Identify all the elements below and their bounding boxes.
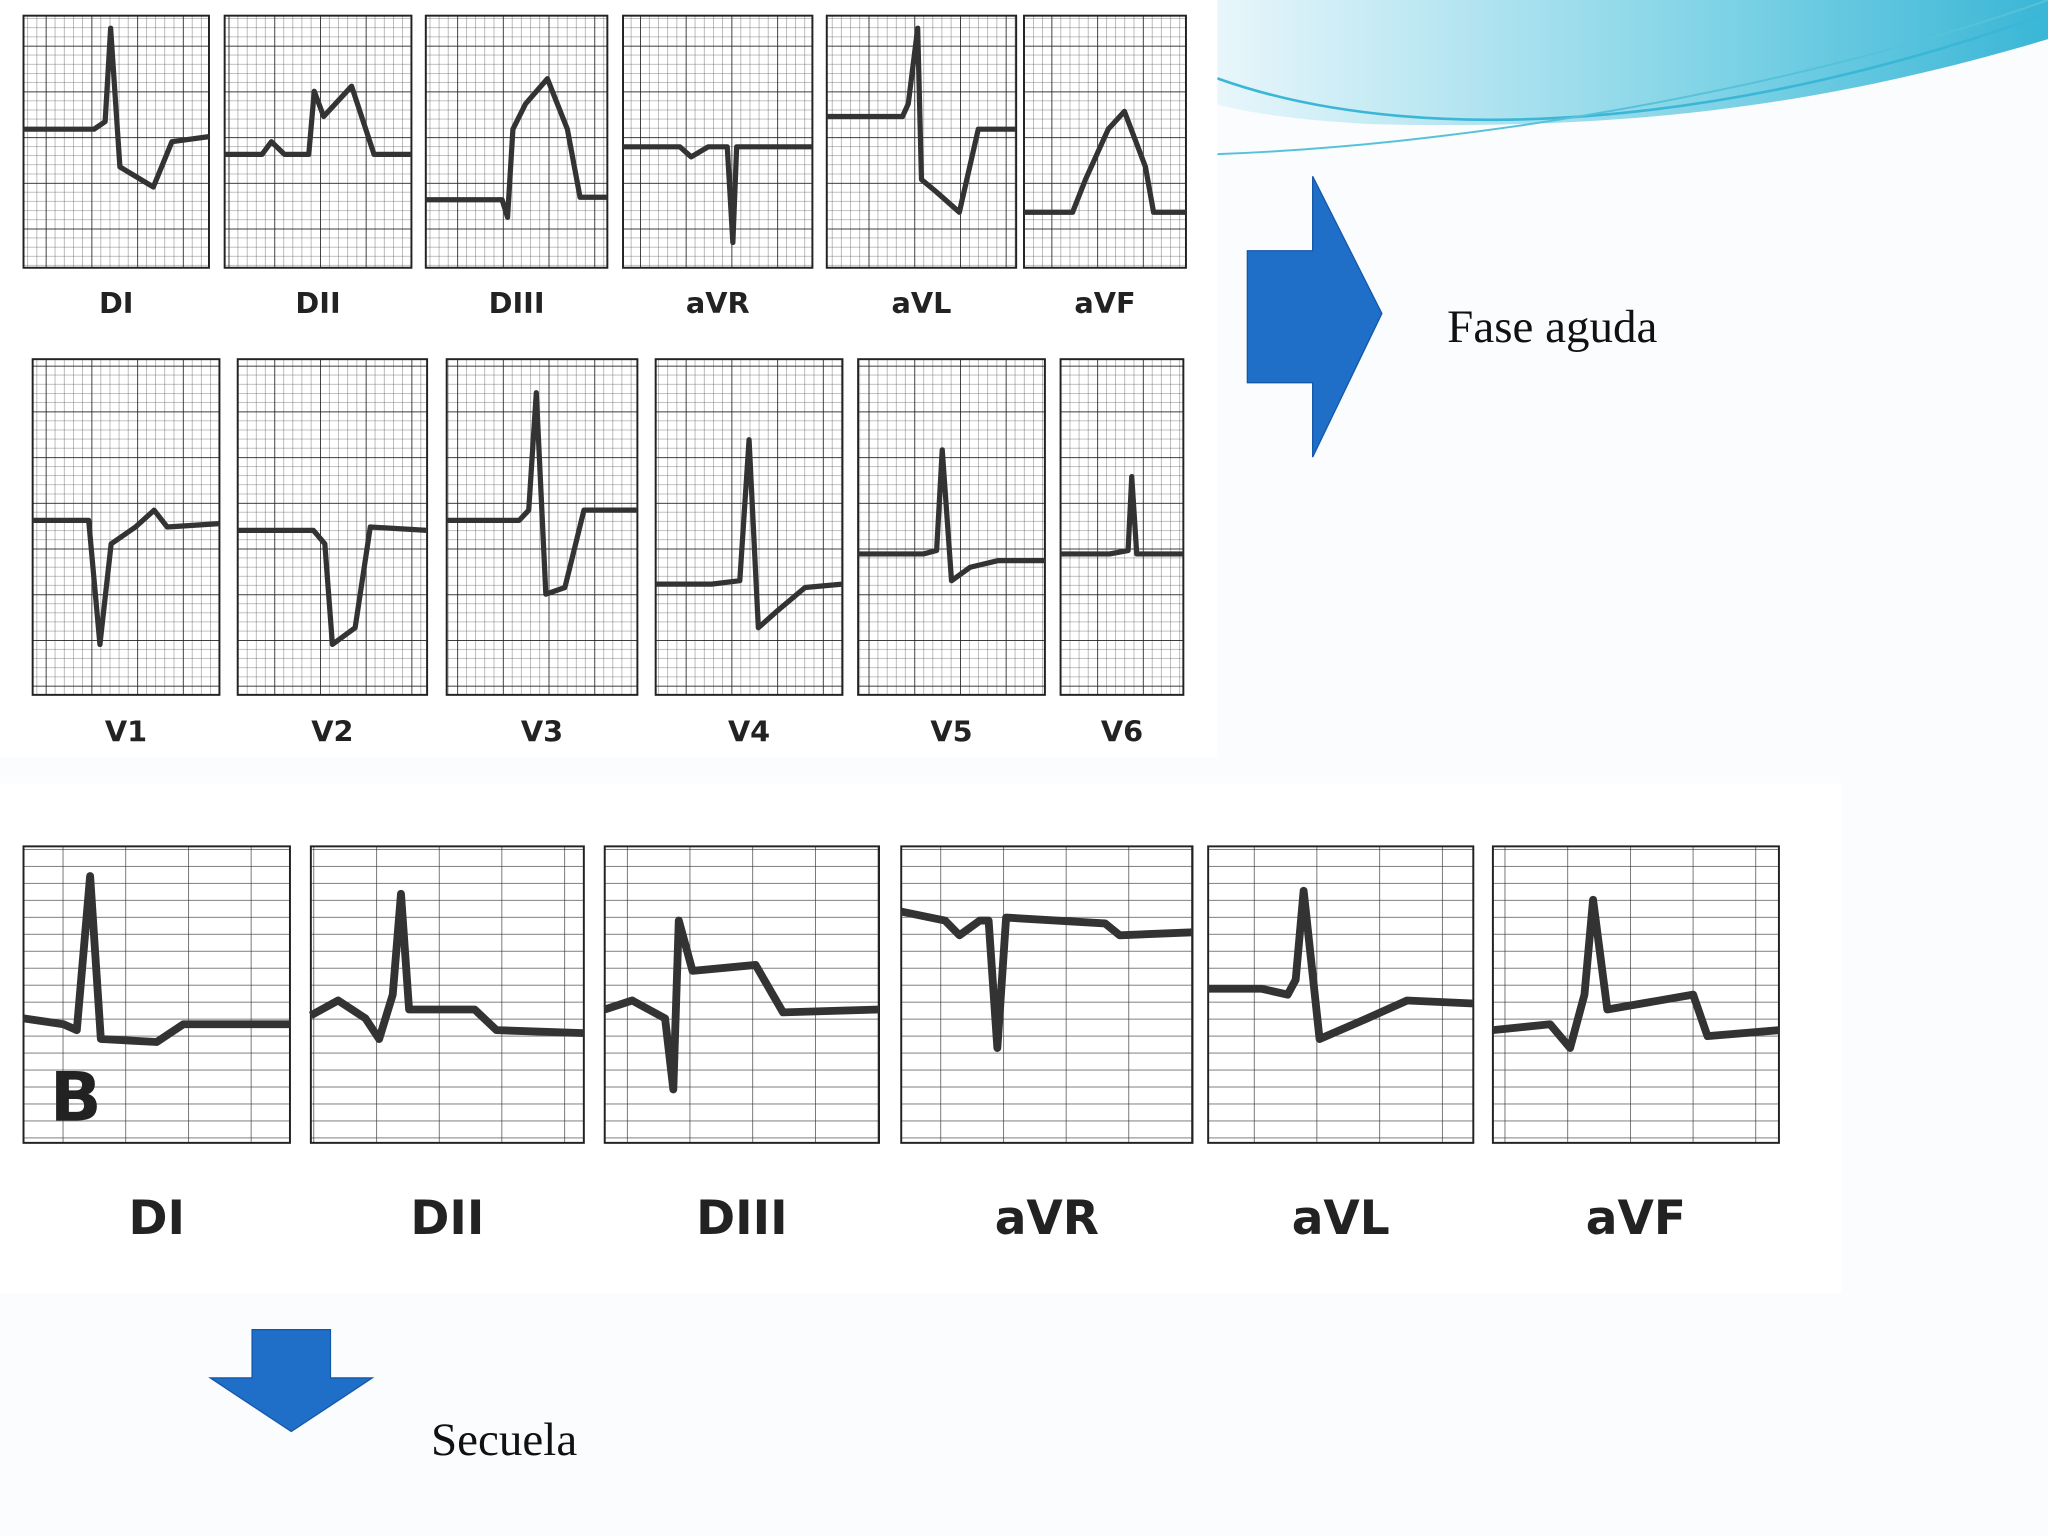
caption: Fase aguda — [1447, 301, 1657, 353]
caption: Secuela — [431, 1414, 577, 1466]
lead-label: aVR — [686, 286, 750, 320]
lead-label: V5 — [930, 714, 972, 748]
lead-label: DIII — [696, 1191, 788, 1246]
lead-label: V3 — [521, 714, 563, 748]
lead-label: DI — [128, 1191, 185, 1246]
ecg-trace — [22, 872, 290, 1046]
ecg-trace — [425, 76, 608, 220]
lead-label: DIII — [489, 286, 545, 320]
ecg-trace — [23, 25, 210, 190]
ecg-trace — [900, 907, 1193, 1052]
ecg-grid — [603, 845, 880, 1144]
lead-label: DII — [295, 286, 340, 320]
lead-label: V2 — [311, 714, 353, 748]
ecg-trace — [224, 83, 412, 157]
lead-label: aVL — [1292, 1191, 1390, 1246]
lead-label: aVL — [892, 286, 952, 320]
ecg-trace — [603, 916, 880, 1094]
ecg-grid — [1207, 845, 1475, 1144]
lead-label: V1 — [105, 714, 147, 748]
arrow-right — [1246, 176, 1383, 458]
ecg-trace — [623, 144, 813, 246]
lead-label: DII — [410, 1191, 484, 1246]
ecg-grid — [223, 14, 413, 269]
lead-label: V4 — [728, 714, 770, 748]
ecg-grid — [22, 845, 291, 1144]
ecg-grid — [1059, 358, 1185, 696]
ecg-trace — [446, 390, 638, 597]
ecg-trace — [655, 437, 843, 631]
ecg-trace — [1492, 895, 1780, 1052]
decoration-line — [1217, 0, 2048, 156]
lead-label: aVF — [1586, 1191, 1686, 1246]
ecg-trace — [1023, 108, 1186, 215]
decoration — [1217, 0, 2048, 126]
ecg-trace — [858, 447, 1045, 584]
ecg-trace — [308, 889, 584, 1043]
ecg-trace — [826, 25, 1017, 215]
ecg-panels: DI DII DIII aVR aVL aVF V1 V2 V3 V4 V5 V6 DI DII DIII a… — [22, 14, 1780, 1246]
ecg-trace — [32, 507, 220, 648]
lead-label: aVF — [1074, 286, 1135, 320]
ecg-trace — [237, 524, 428, 648]
panel-label: B — [50, 1059, 102, 1138]
lead-label: aVR — [995, 1191, 1099, 1246]
lead-label: DI — [99, 286, 134, 320]
ecg-grid — [900, 845, 1194, 1144]
ecg-grid — [622, 14, 814, 269]
arrow-down — [208, 1328, 375, 1433]
ecg-grid — [857, 358, 1046, 696]
ecg-grid — [31, 358, 221, 696]
decoration-line — [1216, 11, 2048, 122]
ecg-grid — [1491, 845, 1780, 1144]
ecg-trace — [1060, 473, 1184, 557]
lead-label: V6 — [1101, 714, 1143, 748]
ecg-grid — [654, 358, 844, 696]
ecg-grid — [309, 845, 585, 1144]
ecg-grid — [424, 14, 609, 269]
ecg-trace — [1208, 886, 1474, 1043]
